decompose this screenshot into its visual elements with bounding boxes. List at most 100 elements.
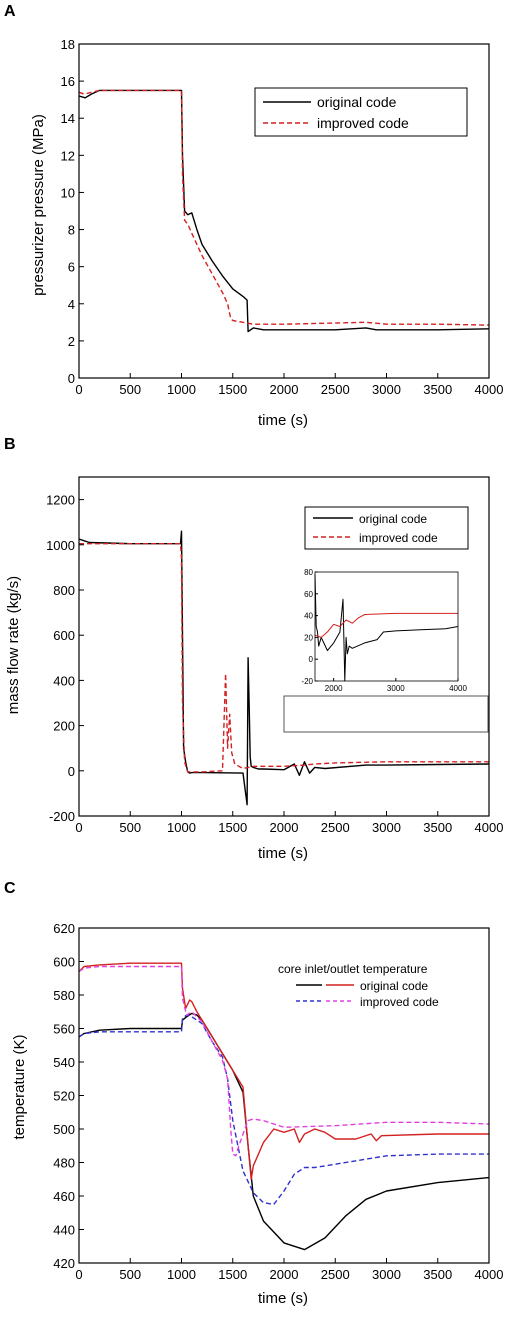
legend-label-improved: improved code [360,995,439,1009]
panel-c-label: C [4,880,16,897]
y-tick-label: 520 [53,1089,75,1104]
y-tick-label: 800 [53,583,75,598]
y-tick-label: 16 [61,74,75,89]
y-tick-label: 18 [61,37,75,52]
y-tick-label: 620 [53,921,75,936]
x-tick-label: 3500 [423,382,452,397]
x-tick-label: 0 [75,1267,82,1282]
panel-c-legend: core inlet/outlet temperature original c… [278,962,439,1009]
y-tick-label: 80 [304,568,313,577]
y-tick-label: 480 [53,1156,75,1171]
x-tick-label: 500 [119,1267,141,1282]
panel-a-legend-box [254,87,468,137]
legend-label-improved: improved code [317,115,409,131]
x-tick-label: 2000 [325,684,343,693]
y-tick-label: 6 [68,260,75,275]
y-tick-label: 460 [53,1189,75,1204]
x-tick-label: 4000 [475,382,504,397]
y-tick-label: 1000 [46,538,75,553]
y-tick-label: 560 [53,1022,75,1037]
y-tick-label: -200 [49,809,75,824]
x-tick-label: 0 [75,382,82,397]
x-tick-label: 2000 [270,382,299,397]
panel-c-xlabel: time (s) [258,1290,308,1307]
y-tick-label: 8 [68,223,75,238]
x-tick-label: 3000 [387,684,405,693]
x-tick-label: 1000 [167,1267,196,1282]
plot-area: 0 500 1000 1500 2000 2500 3000 3500 4000-2000200… [46,476,504,835]
plot-area: 0 500 1000 1500 2000 2500 3000 3500 4000 420 440 46… [53,921,503,1282]
x-tick-label: 4000 [475,820,504,835]
panel-c-chart: 0 500 1000 1500 2000 2500 3000 3500 4000 420 440 46… [4,880,503,1307]
x-tick-label: 0 [75,820,82,835]
x-tick-label: 2000 [270,1267,299,1282]
legend-label-original: original code [317,94,397,110]
panel-b-ylabel: mass flow rate (kg/s) [5,576,22,714]
x-tick-label: 3000 [372,820,401,835]
x-tick-label: 2500 [321,820,350,835]
panel-a-ylabel: pressurizer pressure (MPa) [30,114,47,296]
panel-c-ylabel: temperature (K) [11,1034,28,1139]
inset-background [305,566,463,694]
y-tick-label: 580 [53,988,75,1003]
x-tick-label: 1500 [218,820,247,835]
legend-title: core inlet/outlet temperature [278,962,428,976]
panel-a-chart: 0 500 1000 1500 2000 2500 3000 3500 4000 0 2 4 6 8 10 1… [4,3,503,429]
y-tick-label: 0 [68,764,75,779]
y-tick-label: 400 [53,673,75,688]
y-tick-label: 500 [53,1122,75,1137]
plot-frame [314,571,459,682]
x-tick-label: 1500 [218,1267,247,1282]
series-line-original-code [78,89,490,333]
y-tick-label: 0 [68,371,75,386]
panel-b-xlabel: time (s) [258,845,308,862]
x-tick-label: 1500 [218,382,247,397]
y-tick-label: 0 [309,655,314,664]
y-tick-label: 1200 [46,493,75,508]
x-tick-label: 2000 [270,820,299,835]
x-tick-label: 1000 [167,820,196,835]
series-line-inlet-original-code [78,1012,490,1251]
panel-b-legend: original code improved code [304,506,469,550]
x-tick-label: 2500 [321,1267,350,1282]
x-tick-label: 2500 [321,382,350,397]
x-tick-label: 1000 [167,382,196,397]
y-tick-label: 60 [304,590,313,599]
panel-a-label: A [4,3,16,20]
x-tick-label: 500 [119,382,141,397]
series-line-outlet-original-code [78,962,489,1181]
x-tick-label: 3500 [423,820,452,835]
y-tick-label: 200 [53,719,75,734]
zoom-region-box [283,695,489,733]
legend-label-original: original code [359,512,427,526]
y-tick-label: 2 [68,334,75,349]
y-tick-label: 420 [53,1256,75,1271]
legend-label-original: original code [360,979,428,993]
x-tick-label: 3500 [423,1267,452,1282]
series-line-inlet-improved-code [78,1014,489,1206]
y-tick-label: 10 [61,185,75,200]
series-line-original-code [314,574,459,682]
series-line-improved-code [79,543,489,773]
y-tick-label: 4 [68,297,75,312]
x-tick-label: 3000 [372,382,401,397]
y-tick-label: 12 [61,148,75,163]
panel-b-chart: 0 500 1000 1500 2000 2500 3000 3500 4000-2000200… [4,436,503,862]
panel-b-label: B [4,436,16,453]
y-tick-label: 40 [304,612,313,621]
x-tick-label: 500 [119,820,141,835]
inset-chart: 2000 3000 4000 -20 0 20 40 60 80 [301,566,467,694]
y-tick-label: 540 [53,1055,75,1070]
panel-a-xlabel: time (s) [258,412,308,429]
y-tick-label: 600 [53,955,75,970]
y-tick-label: 440 [53,1223,75,1238]
x-tick-label: 4000 [449,684,467,693]
x-tick-label: 3000 [372,1267,401,1282]
series-line-improved-code [78,89,490,326]
y-tick-label: 14 [61,111,75,126]
plot-area: 0 500 1000 1500 2000 2500 3000 3500 4000 0 2 4 6 8 10 1… [61,37,504,397]
x-tick-label: 4000 [475,1267,504,1282]
y-tick-label: 20 [304,633,313,642]
series-line-improved-code [314,612,458,638]
